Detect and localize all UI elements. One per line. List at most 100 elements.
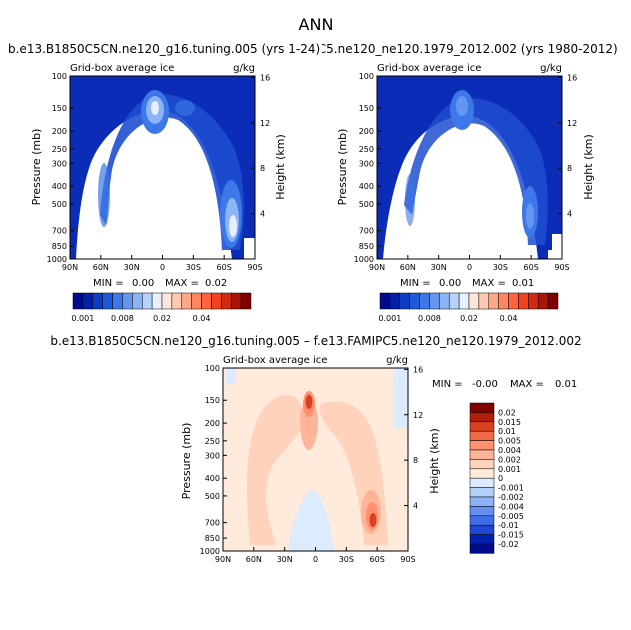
x-tick-label: 0 (467, 263, 472, 272)
page-title: ANN (299, 15, 334, 34)
x-tick-label: 90S (554, 263, 569, 272)
x-tick-label: 60S (524, 263, 539, 272)
colorbar-label: 0.008 (111, 314, 134, 323)
x-tick-label: 60N (400, 263, 416, 272)
y-right-tick-label: 16 (260, 73, 270, 82)
colorbar-swatch (211, 292, 222, 310)
colorbar-swatch (469, 524, 495, 535)
colorbar-swatch (72, 292, 84, 310)
y-axis-right-label: Height (km) (582, 134, 595, 200)
colorbar: 0.001 0.008 0.02 0.04 (71, 292, 252, 323)
y-tick-label: 300 (205, 451, 220, 460)
colorbar-label: 0.02 (153, 314, 171, 323)
colorbar-label: -0.002 (498, 493, 524, 502)
colorbar-label: 0.02 (498, 408, 516, 417)
colorbar-swatch (469, 402, 495, 413)
colorbar-swatch (122, 292, 133, 310)
colorbar-swatch (469, 477, 495, 488)
panel-title: b.e13.B1850C5CN.ne120_g16.tuning.005 – f… (50, 334, 581, 348)
colorbar-swatch (518, 292, 529, 310)
colorbar-swatch (171, 292, 183, 310)
colorbar-swatch (191, 292, 202, 310)
y-tick-label: 1000 (200, 547, 220, 556)
y-tick-label: 200 (359, 127, 374, 136)
x-tick-label: 30S (186, 263, 201, 272)
y-right-tick-label: 16 (567, 73, 577, 82)
plot-field (223, 368, 408, 551)
colorbar-swatch (132, 292, 143, 310)
colorbar-label: 0.001 (71, 314, 94, 323)
y-tick-label: 100 (359, 72, 374, 81)
colorbar-label: 0 (498, 474, 503, 483)
stat-min-label: MIN = (93, 278, 124, 289)
stat-max-value: 0.01 (555, 379, 577, 390)
colorbar-swatch (240, 292, 252, 310)
x-tick-label: 90S (247, 263, 262, 272)
x-tick-label: 0 (160, 263, 165, 272)
colorbar-label: -0.01 (498, 521, 519, 530)
colorbar-swatch (429, 292, 440, 310)
y-right-tick-label: 4 (260, 210, 265, 219)
y-right-tick-label: 12 (260, 119, 270, 128)
y-axis-right: 16 12 8 4 (251, 73, 270, 219)
stat-max-label: MAX = (472, 278, 506, 289)
y-tick-label: 150 (359, 104, 374, 113)
x-axis: 90N 60N 30N 0 30S 60S 90S (369, 255, 570, 272)
panel-title: b.e13.B1850C5CN.ne120_g16.tuning.005 (yr… (8, 42, 320, 56)
x-tick-label: 30N (277, 555, 293, 564)
colorbar-swatch (469, 468, 495, 479)
y-axis-label: Pressure (mb) (336, 129, 349, 206)
colorbar-label: 0.005 (498, 437, 521, 446)
colorbar-swatch (537, 292, 549, 310)
y-tick-label: 850 (359, 242, 374, 251)
panel-subtitle-right: g/kg (233, 63, 255, 74)
colorbar-label: -0.001 (498, 484, 524, 493)
y-tick-label: 250 (205, 437, 220, 446)
colorbar-swatch (141, 292, 153, 310)
y-tick-label: 700 (205, 519, 220, 528)
y-tick-label: 400 (359, 182, 374, 191)
colorbar-swatch (469, 487, 495, 498)
colorbar-label: 0.001 (498, 465, 521, 474)
y-axis: 100 150 200 250 300 400 500 700 850 1000 (47, 72, 74, 264)
y-right-tick-label: 12 (413, 411, 423, 420)
panel-control: b.e13.B1850C5CN.ne120_g16.tuning.005 (yr… (8, 42, 320, 323)
x-tick-label: 0 (313, 555, 318, 564)
x-tick-label: 60N (93, 263, 109, 272)
y-tick-label: 200 (205, 419, 220, 428)
y-tick-label: 850 (52, 242, 67, 251)
y-tick-label: 250 (52, 145, 67, 154)
x-tick-label: 30S (339, 555, 354, 564)
colorbar-swatch (469, 515, 495, 526)
colorbar-swatch (478, 292, 490, 310)
colorbar-label: 0.04 (500, 314, 518, 323)
colorbar: 0.020.0150.010.0050.0040.0020.0010-0.001… (469, 402, 524, 554)
plot-field (70, 76, 255, 259)
x-tick-label: 30S (493, 263, 508, 272)
y-axis-right: 16 12 8 4 (404, 365, 423, 511)
y-tick-label: 100 (205, 364, 220, 373)
x-tick-label: 90S (400, 555, 415, 564)
y-right-tick-label: 8 (413, 456, 418, 465)
panel-subtitle-right: g/kg (540, 63, 562, 74)
colorbar-swatch (469, 459, 495, 470)
y-right-tick-label: 8 (567, 164, 572, 173)
y-tick-label: 500 (205, 492, 220, 501)
y-tick-label: 400 (52, 182, 67, 191)
colorbar-label: 0.001 (378, 314, 401, 323)
y-axis: 100 150 200 250 300 400 500 700 850 1000 (354, 72, 381, 264)
colorbar-label: 0.015 (498, 418, 521, 427)
panel-subtitle-left: Grid-box average ice (223, 355, 327, 366)
stat-min-label: MIN = (432, 379, 463, 390)
y-axis-right-label: Height (km) (428, 428, 441, 494)
x-tick-label: 90N (215, 555, 231, 564)
colorbar-swatch (102, 292, 113, 310)
colorbar-swatch (469, 449, 495, 460)
colorbar-swatch (469, 421, 495, 432)
stat-max-value: 0.02 (205, 278, 227, 289)
stat-max-value: 0.01 (512, 278, 534, 289)
y-tick-label: 1000 (47, 255, 67, 264)
panel-reference: f.e13.FAMIPC5.ne120_ne120.1979_2012.002 … (322, 42, 618, 323)
